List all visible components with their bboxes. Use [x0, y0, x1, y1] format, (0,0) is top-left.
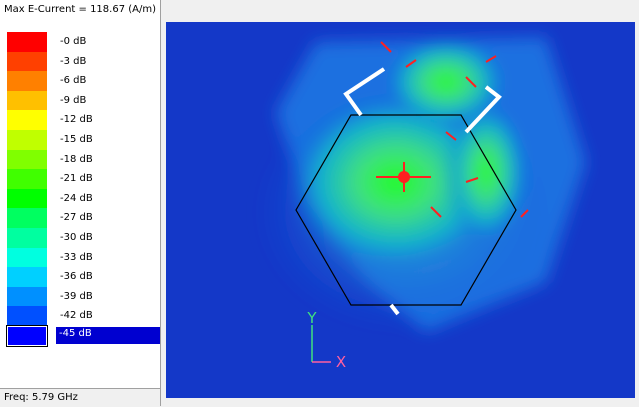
feed-strip — [464, 85, 502, 134]
legend-label: -42 dB — [60, 310, 93, 322]
legend-swatch — [7, 169, 47, 189]
legend-swatch — [7, 247, 47, 268]
legend-swatch — [7, 286, 47, 307]
legend-swatch — [7, 188, 47, 209]
legend-row: -30 dB — [0, 227, 160, 248]
legend-label: -36 dB — [60, 271, 93, 283]
legend-row: -33 dB — [0, 247, 160, 268]
legend-swatch — [7, 306, 47, 326]
legend-row: -0 dB — [0, 32, 160, 52]
legend-label: -9 dB — [60, 94, 87, 106]
feed-strip — [343, 67, 386, 117]
current-view: Y X — [166, 22, 635, 398]
legend-row: -24 dB — [0, 188, 160, 209]
legend-swatch — [7, 267, 47, 287]
legend-label: -39 dB — [60, 290, 93, 302]
legend-label: -3 dB — [60, 55, 87, 67]
legend-swatch — [7, 208, 47, 228]
x-axis-label: X — [336, 353, 346, 371]
legend-row: -9 dB — [0, 90, 160, 111]
legend-label: -27 dB — [60, 212, 93, 224]
legend-row: -21 dB — [0, 169, 160, 189]
legend-row: -18 dB — [0, 149, 160, 170]
legend-row: -15 dB — [0, 129, 160, 150]
legend-swatch — [7, 32, 47, 52]
legend-label: -6 dB — [60, 75, 87, 87]
legend-swatch — [7, 51, 47, 72]
axis-triad: Y X — [306, 309, 346, 371]
feed-strip — [389, 303, 400, 316]
legend-row: -36 dB — [0, 267, 160, 287]
frequency: Freq: 5.79 GHz — [4, 392, 78, 403]
legend-swatch — [7, 90, 47, 111]
hexagon-patch — [295, 114, 517, 306]
legend-row: -42 dB — [0, 306, 160, 326]
legend-swatch — [7, 110, 47, 130]
legend: -0 dB -3 dB -6 dB -9 dB -12 dB -15 dB -18 dB -2… — [0, 32, 160, 347]
legend-row: -39 dB — [0, 286, 160, 307]
feed-point — [398, 171, 410, 183]
current-arrows — [376, 41, 529, 218]
legend-row: -27 dB — [0, 208, 160, 228]
legend-label: -45 dB — [56, 326, 160, 344]
legend-label: -18 dB — [60, 153, 93, 165]
legend-row: -3 dB — [0, 51, 160, 72]
legend-label: -0 dB — [60, 36, 87, 47]
legend-panel: Max E-Current = 118.67 (A/m) -0 dB -3 dB -… — [0, 0, 161, 407]
legend-swatch — [7, 227, 47, 248]
legend-row: -6 dB — [0, 71, 160, 91]
status-bar: Freq: 5.79 GHz — [0, 388, 160, 407]
legend-label: -15 dB — [60, 133, 93, 145]
current-field — [256, 37, 586, 332]
y-axis-label: Y — [306, 309, 317, 327]
legend-swatch — [7, 129, 47, 150]
legend-row: -12 dB — [0, 110, 160, 130]
legend-swatch — [7, 71, 47, 91]
legend-label: -24 dB — [60, 192, 93, 204]
legend-label: -33 dB — [60, 251, 93, 263]
legend-row: -45 dB — [0, 324, 160, 347]
legend-label: -12 dB — [60, 114, 93, 126]
legend-label: -30 dB — [60, 231, 93, 243]
legend-swatch — [6, 324, 48, 347]
legend-label: -21 dB — [60, 173, 93, 185]
max-current-title: Max E-Current = 118.67 (A/m) — [4, 4, 156, 15]
legend-swatch — [7, 149, 47, 170]
